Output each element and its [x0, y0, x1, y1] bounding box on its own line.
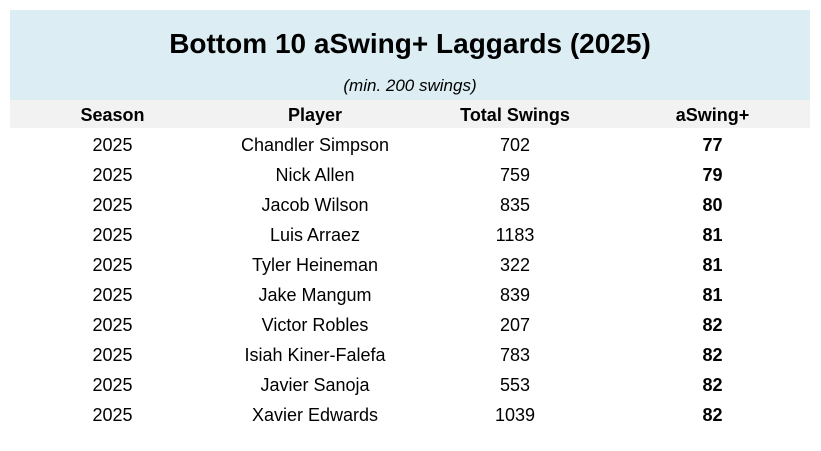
table-cell: 2025 [92, 134, 133, 155]
table-cell: 2025 [92, 314, 133, 335]
table-cell: Xavier Edwards [251, 404, 379, 425]
header-row-bg [10, 100, 810, 128]
table-cell: 81 [702, 224, 723, 245]
table-row: 2025 Isiah Kiner-Falefa 783 82 [10, 340, 810, 370]
table-cell: 759 [499, 164, 531, 185]
header: Bottom 10 aSwing+ Laggards (2025) (min. … [10, 10, 810, 100]
table-cell: Victor Robles [261, 314, 369, 335]
table-cell: 82 [702, 374, 723, 395]
table-cell: 79 [702, 164, 723, 185]
table-row: 2025 Luis Arraez 1183 81 [10, 220, 810, 250]
table-cell: Chandler Simpson [240, 134, 390, 155]
table-cell: 82 [702, 344, 723, 365]
table-cell: 2025 [92, 194, 133, 215]
table-cell: Tyler Heineman [251, 254, 379, 275]
table-cell: 835 [499, 194, 531, 215]
table-cell: 1183 [495, 224, 535, 245]
table-cell: Jake Mangum [258, 284, 372, 305]
table-body: 2025 Chandler Simpson 702 77 2025 Nick Allen 7… [10, 130, 810, 430]
title: Bottom 10 aSwing+ Laggards (2025) [169, 28, 651, 59]
header-row: Season Player Total Swings aSwing+ [10, 100, 810, 130]
column-header: aSwing+ [675, 104, 750, 125]
table-row: 2025 Jacob Wilson 835 80 [10, 190, 810, 220]
table-cell: 207 [499, 314, 531, 335]
table-cell: 553 [499, 374, 531, 395]
table-cell: Isiah Kiner-Falefa [244, 344, 386, 365]
table-row: 2025 Jake Mangum 839 81 [10, 280, 810, 310]
table-cell: 1039 [494, 404, 536, 425]
table-cell: 2025 [92, 164, 133, 185]
table-cell: 839 [499, 284, 531, 305]
table-cell: Jacob Wilson [261, 194, 369, 215]
table-cell: 81 [702, 254, 723, 275]
table-cell: 2025 [92, 374, 133, 395]
subtitle: (min. 200 swings) [343, 76, 477, 95]
table-cell: 322 [499, 254, 531, 275]
table-row: 2025 Chandler Simpson 702 77 [10, 130, 810, 160]
table-cell: 2025 [92, 284, 133, 305]
column-header: Total Swings [460, 104, 570, 125]
table-cell: 77 [702, 134, 723, 155]
table-row: 2025 Nick Allen 759 79 [10, 160, 810, 190]
table-cell: 81 [702, 284, 723, 305]
table-cell: 82 [702, 314, 723, 335]
table-row: 2025 Victor Robles 207 82 [10, 310, 810, 340]
column-header: Season [80, 104, 145, 125]
column-header: Player [287, 104, 343, 125]
table-cell: Nick Allen [275, 164, 355, 185]
table-cell: 2025 [92, 344, 133, 365]
table-cell: Luis Arraez [269, 224, 361, 245]
table-cell: 82 [702, 404, 723, 425]
table-row: 2025 Tyler Heineman 322 81 [10, 250, 810, 280]
table-cell: Javier Sanoja [260, 374, 370, 395]
table-cell: 783 [499, 344, 531, 365]
table: Season Player Total Swings aSwing+ 2025 Chan… [10, 100, 810, 430]
table-cell: 2025 [92, 404, 133, 425]
table-row: 2025 Javier Sanoja 553 82 [10, 370, 810, 400]
table-row: 2025 Xavier Edwards 1039 82 [10, 400, 810, 430]
table-cell: 2025 [92, 224, 133, 245]
table-cell: 80 [702, 194, 723, 215]
table-cell: 702 [499, 134, 531, 155]
table-cell: 2025 [92, 254, 133, 275]
